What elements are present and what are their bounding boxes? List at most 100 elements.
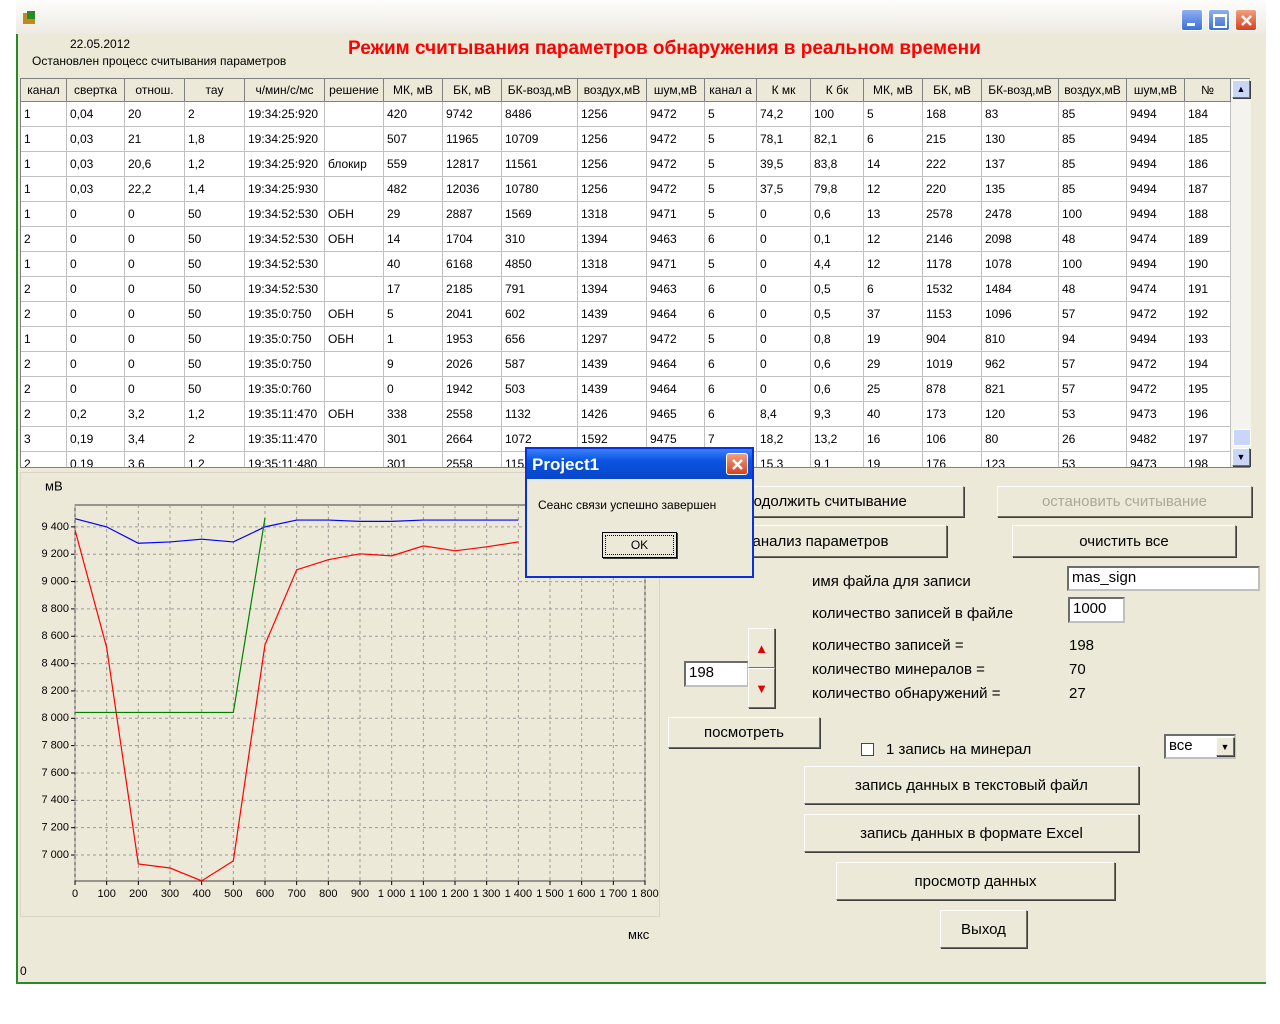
column-header[interactable]: воздух,мВ — [1059, 79, 1127, 102]
table-cell[interactable]: 0 — [67, 202, 125, 227]
table-cell[interactable]: 1019 — [923, 352, 982, 377]
table-cell[interactable]: 19:34:25:920 — [245, 102, 325, 127]
table-cell[interactable]: 9464 — [647, 352, 705, 377]
table-cell[interactable]: 53 — [1059, 402, 1127, 427]
table-cell[interactable]: 5 — [705, 102, 757, 127]
table-cell[interactable]: 57 — [1059, 377, 1127, 402]
table-cell[interactable]: 48 — [1059, 227, 1127, 252]
table-cell[interactable] — [325, 127, 384, 152]
table-cell[interactable]: 8486 — [502, 102, 578, 127]
table-cell[interactable]: 79,8 — [811, 177, 864, 202]
table-cell[interactable]: 9472 — [647, 127, 705, 152]
column-header[interactable]: свертка — [67, 79, 125, 102]
table-cell[interactable]: 6168 — [443, 252, 502, 277]
table-cell[interactable]: 50 — [185, 277, 245, 302]
table-cell[interactable]: 19 — [864, 327, 923, 352]
table-cell[interactable]: 4850 — [502, 252, 578, 277]
table-cell[interactable]: 0,5 — [811, 277, 864, 302]
table-cell[interactable]: 19 — [864, 452, 923, 468]
table-cell[interactable]: 50 — [185, 327, 245, 352]
view-button[interactable]: посмотреть — [668, 717, 820, 748]
column-header[interactable]: БК, мВ — [923, 79, 982, 102]
spin-up[interactable]: ▲ — [748, 628, 775, 668]
table-cell[interactable]: 5 — [384, 302, 443, 327]
table-cell[interactable]: 0,03 — [67, 177, 125, 202]
table-cell[interactable] — [325, 427, 384, 452]
table-cell[interactable]: 0,8 — [811, 327, 864, 352]
table-cell[interactable]: 6 — [705, 352, 757, 377]
table-cell[interactable]: 9465 — [647, 402, 705, 427]
table-cell[interactable]: 187 — [1185, 177, 1231, 202]
table-cell[interactable]: 197 — [1185, 427, 1231, 452]
table-cell[interactable]: 0 — [125, 327, 185, 352]
table-cell[interactable]: 12 — [864, 227, 923, 252]
column-header[interactable]: канал — [21, 79, 67, 102]
table-cell[interactable]: 19:34:52:530 — [245, 227, 325, 252]
table-cell[interactable]: 85 — [1059, 127, 1127, 152]
table-cell[interactable]: 0 — [757, 352, 811, 377]
table-cell[interactable]: 1439 — [578, 377, 647, 402]
scroll-down[interactable]: ▼ — [1232, 448, 1250, 466]
table-cell[interactable]: 1 — [21, 202, 67, 227]
table-cell[interactable]: 50 — [185, 302, 245, 327]
table-cell[interactable]: 10780 — [502, 177, 578, 202]
table-cell[interactable]: 80 — [982, 427, 1059, 452]
table-cell[interactable]: 2478 — [982, 202, 1059, 227]
table-cell[interactable]: 482 — [384, 177, 443, 202]
table-cell[interactable]: 0 — [757, 302, 811, 327]
table-cell[interactable]: 9494 — [1127, 177, 1185, 202]
table-cell[interactable]: 1 — [21, 327, 67, 352]
table-cell[interactable]: 19:34:52:530 — [245, 202, 325, 227]
table-cell[interactable]: 9,1 — [811, 452, 864, 468]
table-cell[interactable]: 13,2 — [811, 427, 864, 452]
table-cell[interactable]: 9494 — [1127, 102, 1185, 127]
table-cell[interactable]: 0 — [757, 227, 811, 252]
table-cell[interactable]: 5 — [705, 152, 757, 177]
table-cell[interactable]: 1096 — [982, 302, 1059, 327]
table-cell[interactable]: 19:35:11:480 — [245, 452, 325, 468]
table-cell[interactable]: 4,4 — [811, 252, 864, 277]
table-cell[interactable]: 1256 — [578, 127, 647, 152]
table-cell[interactable]: 1,8 — [185, 127, 245, 152]
table-cell[interactable]: 2 — [185, 427, 245, 452]
table-cell[interactable]: 9463 — [647, 277, 705, 302]
table-cell[interactable]: 40 — [384, 252, 443, 277]
table-cell[interactable]: 173 — [923, 402, 982, 427]
table-cell[interactable]: 5 — [705, 127, 757, 152]
column-header[interactable]: № — [1185, 79, 1231, 102]
maximize-button[interactable] — [1208, 9, 1230, 31]
table-cell[interactable]: 215 — [923, 127, 982, 152]
table-cell[interactable] — [325, 252, 384, 277]
table-cell[interactable]: 9472 — [647, 177, 705, 202]
table-cell[interactable]: 192 — [1185, 302, 1231, 327]
table-cell[interactable]: 1153 — [923, 302, 982, 327]
table-cell[interactable]: 21 — [125, 127, 185, 152]
scroll-thumb[interactable] — [1233, 429, 1251, 446]
table-cell[interactable]: 962 — [982, 352, 1059, 377]
table-cell[interactable]: 1132 — [502, 402, 578, 427]
table-cell[interactable]: 507 — [384, 127, 443, 152]
table-cell[interactable]: 12 — [864, 252, 923, 277]
table-cell[interactable]: 656 — [502, 327, 578, 352]
table-cell[interactable]: 53 — [1059, 452, 1127, 468]
table-cell[interactable]: 1394 — [578, 227, 647, 252]
save-text-button[interactable]: запись данных в текстовый файл — [804, 766, 1139, 804]
table-cell[interactable]: 0 — [125, 302, 185, 327]
table-cell[interactable]: 2 — [21, 377, 67, 402]
table-cell[interactable]: 0 — [757, 277, 811, 302]
table-cell[interactable]: 8,4 — [757, 402, 811, 427]
table-cell[interactable]: 9473 — [1127, 402, 1185, 427]
table-cell[interactable]: 193 — [1185, 327, 1231, 352]
table-cell[interactable]: 50 — [185, 352, 245, 377]
table-cell[interactable]: 1532 — [923, 277, 982, 302]
table-cell[interactable]: 11965 — [443, 127, 502, 152]
table-cell[interactable]: 189 — [1185, 227, 1231, 252]
dialog-close[interactable] — [726, 453, 748, 475]
table-cell[interactable]: 6 — [864, 127, 923, 152]
table-cell[interactable]: 50 — [185, 252, 245, 277]
table-cell[interactable]: ОБН — [325, 327, 384, 352]
minimize-button[interactable] — [1181, 9, 1203, 31]
table-cell[interactable]: 9472 — [1127, 377, 1185, 402]
table-cell[interactable]: 0,6 — [811, 377, 864, 402]
table-cell[interactable]: 0,04 — [67, 102, 125, 127]
